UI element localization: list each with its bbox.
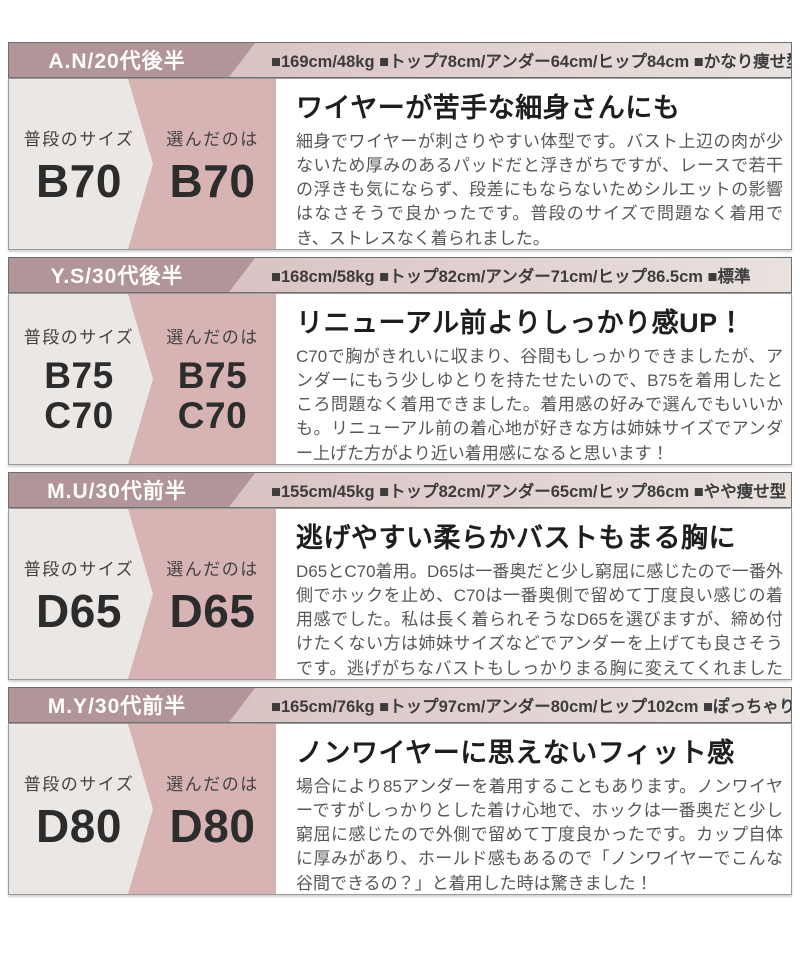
review-title: 逃げやすい柔らかバストもまる胸に — [296, 523, 736, 553]
review-text-area: リニューアル前よりしっかり感UP！ C70で胸がきれいに収まり、谷間もしっかりで… — [276, 294, 791, 464]
reviewer-name: M.U/30代前半 — [47, 480, 187, 503]
chosen-size-label: 選んだのは — [166, 328, 259, 348]
size-column: 普段のサイズ B70 — [9, 79, 149, 249]
review-text: C70で胸がきれいに収まり、谷間もしっかりできましたが、アンダーにもう少しゆとり… — [296, 347, 783, 463]
review-text: 細身でワイヤーが刺さりやすい体型です。バスト上辺の肉が少ないため厚みのあるパッド… — [296, 132, 783, 248]
review-title: ノンワイヤーに思えないフィット感 — [296, 738, 735, 768]
reviewer-section: M.U/30代前半 ■155cm/45kg ■トップ82cm/アンダー65cm/… — [8, 472, 792, 680]
review-title: ワイヤーが苦手な細身さんにも — [296, 93, 681, 123]
size-value: B75 — [44, 355, 114, 397]
usual-size-label: 普段のサイズ — [23, 129, 135, 149]
chosen-size-label: 選んだのは — [166, 774, 259, 794]
review-title: リニューアル前よりしっかり感UP！ — [296, 308, 746, 338]
reviewer-section: Y.S/30代後半 ■168cm/58kg ■トップ82cm/アンダー71cm/… — [8, 257, 792, 465]
review-body: 普段のサイズ B70 選んだのは B70 ワイヤーが苦手な細身さんにも 細身でワ… — [8, 78, 792, 250]
review-text-area: ワイヤーが苦手な細身さんにも 細身でワイヤーが刺さりやすい体型です。バスト上辺の… — [276, 79, 791, 249]
size-value: D65 — [169, 584, 256, 637]
size-column: 普段のサイズ D80 — [9, 724, 149, 894]
reviewer-header-bar: A.N/20代後半 ■169cm/48kg ■トップ78cm/アンダー64cm/… — [8, 42, 792, 78]
review-body: 普段のサイズ D80 選んだのは D80 ノンワイヤーに思えないフィット感 場合… — [8, 723, 792, 895]
chevron-arrow-shape — [9, 509, 276, 679]
reviewer-measurements: ■155cm/45kg ■トップ82cm/アンダー65cm/ヒップ86cm ■や… — [271, 483, 787, 501]
reviewer-name-plate: Y.S/30代後半 — [9, 258, 255, 292]
size-value: D80 — [36, 799, 122, 852]
size-column: 選んだのは B75 C70 — [149, 294, 276, 464]
reviewer-header-bar: Y.S/30代後半 ■168cm/58kg ■トップ82cm/アンダー71cm/… — [8, 257, 792, 293]
reviewer-measurements: ■168cm/58kg ■トップ82cm/アンダー71cm/ヒップ86.5cm … — [271, 268, 751, 286]
size-column: 普段のサイズ D65 — [9, 509, 149, 679]
size-column: 普段のサイズ B75 C70 — [9, 294, 149, 464]
reviewer-measurements: ■169cm/48kg ■トップ78cm/アンダー64cm/ヒップ84cm ■か… — [271, 53, 792, 71]
size-value: B70 — [36, 154, 122, 207]
reviewer-name: M.Y/30代前半 — [47, 695, 187, 718]
chosen-size-label: 選んだのは — [166, 129, 259, 149]
usual-size-label: 普段のサイズ — [23, 774, 135, 794]
size-value: C70 — [177, 394, 248, 436]
review-text: D65とC70着用。D65は一番奥だと少し窮屈に感じたので一番外側でホックを止め… — [296, 562, 783, 678]
size-value: B75 — [177, 355, 248, 397]
review-text-area: ノンワイヤーに思えないフィット感 場合により85アンダーを着用することもあります… — [276, 724, 791, 894]
reviewer-name-plate: A.N/20代後半 — [9, 43, 255, 77]
size-value: B70 — [169, 154, 256, 207]
size-column: 選んだのは D65 — [149, 509, 276, 679]
review-body: 普段のサイズ D65 選んだのは D65 逃げやすい柔らかバストもまる胸に D6… — [8, 508, 792, 680]
size-value: D80 — [169, 799, 256, 852]
reviewer-name-plate: M.Y/30代前半 — [9, 688, 255, 722]
reviewer-section: A.N/20代後半 ■169cm/48kg ■トップ78cm/アンダー64cm/… — [8, 42, 792, 250]
reviewer-header-bar: M.Y/30代前半 ■165cm/76kg ■トップ97cm/アンダー80cm/… — [8, 687, 792, 723]
size-column: 選んだのは B70 — [149, 79, 276, 249]
usual-size-label: 普段のサイズ — [23, 559, 135, 579]
chosen-size-label: 選んだのは — [166, 559, 259, 579]
reviewer-section: M.Y/30代前半 ■165cm/76kg ■トップ97cm/アンダー80cm/… — [8, 687, 792, 895]
size-value: D65 — [36, 584, 122, 637]
reviewer-measurements: ■165cm/76kg ■トップ97cm/アンダー80cm/ヒップ102cm ■… — [271, 698, 792, 716]
review-text: 場合により85アンダーを着用することもあります。ノンワイヤーですがしっかりとした… — [296, 777, 783, 893]
size-value: C70 — [44, 394, 114, 436]
chevron-arrow-shape — [9, 724, 276, 894]
size-column: 選んだのは D80 — [149, 724, 276, 894]
reviewer-name: A.N/20代後半 — [48, 50, 186, 73]
reviewer-header-bar: M.U/30代前半 ■155cm/45kg ■トップ82cm/アンダー65cm/… — [8, 472, 792, 508]
usual-size-label: 普段のサイズ — [23, 328, 135, 348]
review-text-area: 逃げやすい柔らかバストもまる胸に D65とC70着用。D65は一番奥だと少し窮屈… — [276, 509, 791, 679]
chevron-arrow-shape — [9, 294, 276, 464]
reviewer-name: Y.S/30代後半 — [50, 265, 184, 288]
review-body: 普段のサイズ B75 C70 選んだのは B75 C70 リニューアル前よりしっ… — [8, 293, 792, 465]
reviewer-name-plate: M.U/30代前半 — [9, 473, 255, 507]
chevron-arrow-shape — [9, 79, 276, 249]
